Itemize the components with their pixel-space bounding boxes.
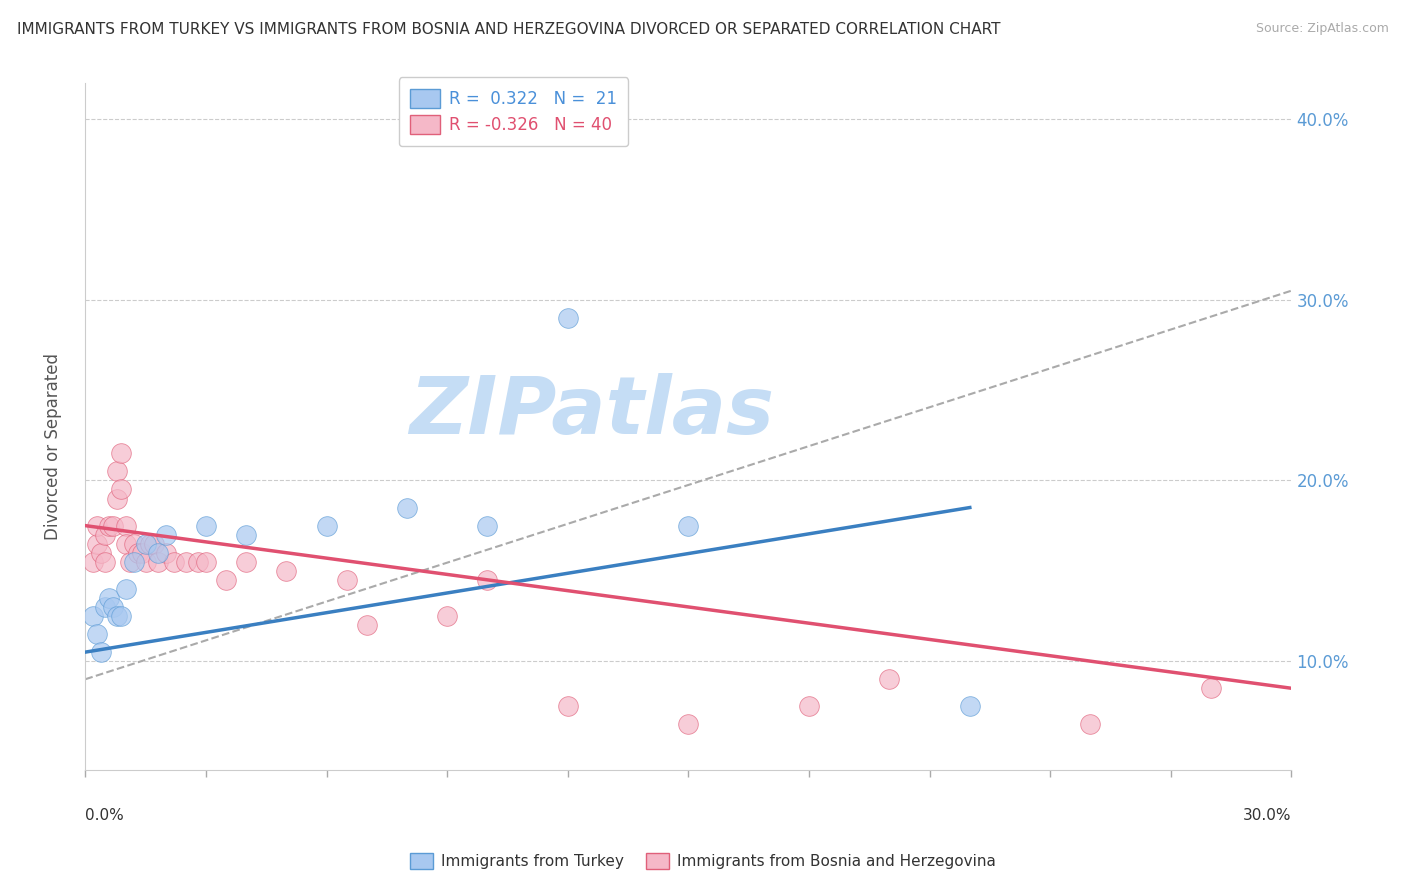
Point bbox=[276, 564, 298, 578]
Text: 0.0%: 0.0% bbox=[86, 808, 124, 823]
Text: Source: ZipAtlas.com: Source: ZipAtlas.com bbox=[1256, 22, 1389, 36]
Point bbox=[103, 599, 125, 614]
Legend: Immigrants from Turkey, Immigrants from Bosnia and Herzegovina: Immigrants from Turkey, Immigrants from … bbox=[404, 847, 1002, 875]
Point bbox=[98, 591, 121, 605]
Point bbox=[122, 555, 145, 569]
Point bbox=[187, 555, 209, 569]
Point bbox=[110, 609, 132, 624]
Point bbox=[235, 555, 257, 569]
Point bbox=[94, 527, 117, 541]
Point bbox=[436, 609, 458, 624]
Point bbox=[155, 527, 177, 541]
Point bbox=[557, 699, 579, 714]
Point bbox=[142, 537, 165, 551]
Point bbox=[110, 446, 132, 460]
Point bbox=[118, 555, 141, 569]
Point bbox=[477, 573, 499, 587]
Point bbox=[86, 537, 108, 551]
Point bbox=[678, 518, 700, 533]
Point bbox=[395, 500, 418, 515]
Point bbox=[127, 546, 149, 560]
Point bbox=[107, 609, 129, 624]
Point bbox=[103, 518, 125, 533]
Point bbox=[959, 699, 981, 714]
Text: IMMIGRANTS FROM TURKEY VS IMMIGRANTS FROM BOSNIA AND HERZEGOVINA DIVORCED OR SEP: IMMIGRANTS FROM TURKEY VS IMMIGRANTS FRO… bbox=[17, 22, 1001, 37]
Point bbox=[90, 645, 112, 659]
Point bbox=[215, 573, 238, 587]
Point bbox=[86, 627, 108, 641]
Point bbox=[797, 699, 820, 714]
Point bbox=[174, 555, 197, 569]
Point bbox=[94, 599, 117, 614]
Point bbox=[90, 546, 112, 560]
Point bbox=[114, 537, 136, 551]
Point bbox=[235, 527, 257, 541]
Point bbox=[557, 310, 579, 325]
Point bbox=[155, 546, 177, 560]
Point bbox=[135, 555, 157, 569]
Point bbox=[122, 537, 145, 551]
Point bbox=[477, 518, 499, 533]
Text: 30.0%: 30.0% bbox=[1243, 808, 1292, 823]
Point bbox=[82, 555, 104, 569]
Point bbox=[114, 518, 136, 533]
Point bbox=[146, 546, 169, 560]
Point bbox=[98, 518, 121, 533]
Point bbox=[94, 555, 117, 569]
Point bbox=[194, 518, 217, 533]
Point bbox=[146, 555, 169, 569]
Point bbox=[110, 483, 132, 497]
Point bbox=[86, 518, 108, 533]
Point bbox=[138, 537, 160, 551]
Point bbox=[1080, 717, 1102, 731]
Point bbox=[678, 717, 700, 731]
Point bbox=[194, 555, 217, 569]
Point bbox=[163, 555, 186, 569]
Point bbox=[356, 618, 378, 632]
Point bbox=[107, 464, 129, 478]
Point bbox=[135, 537, 157, 551]
Point bbox=[82, 609, 104, 624]
Text: Divorced or Separated: Divorced or Separated bbox=[45, 352, 62, 540]
Point bbox=[336, 573, 359, 587]
Point bbox=[1199, 681, 1222, 696]
Point bbox=[879, 672, 901, 686]
Text: ZIPatlas: ZIPatlas bbox=[409, 374, 775, 451]
Point bbox=[107, 491, 129, 506]
Point bbox=[114, 582, 136, 596]
Point bbox=[131, 546, 153, 560]
Legend: R =  0.322   N =  21, R = -0.326   N = 40: R = 0.322 N = 21, R = -0.326 N = 40 bbox=[399, 78, 628, 146]
Point bbox=[315, 518, 337, 533]
